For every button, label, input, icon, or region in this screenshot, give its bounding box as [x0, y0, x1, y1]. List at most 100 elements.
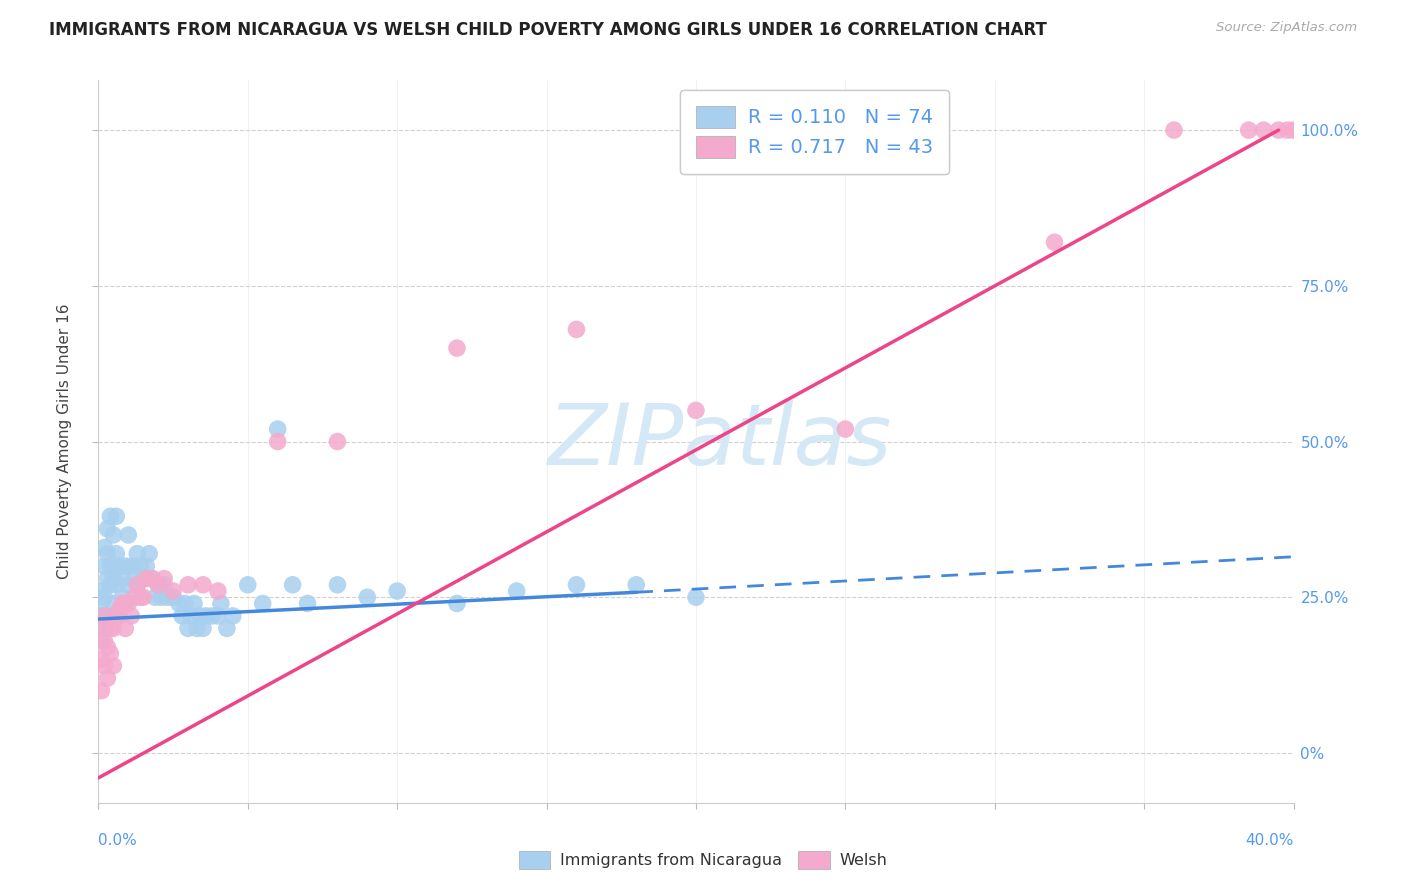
- Legend: R = 0.110   N = 74, R = 0.717   N = 43: R = 0.110 N = 74, R = 0.717 N = 43: [681, 90, 949, 174]
- Point: [1237, 123, 1260, 137]
- Point: [127, 578, 149, 592]
- Point: [114, 559, 136, 574]
- Text: Source: ZipAtlas.com: Source: ZipAtlas.com: [1216, 21, 1357, 35]
- Point: [103, 528, 125, 542]
- Point: [1163, 123, 1185, 137]
- Point: [177, 621, 200, 635]
- Point: [626, 578, 648, 592]
- Point: [209, 597, 232, 611]
- Point: [96, 640, 118, 654]
- Point: [93, 591, 115, 605]
- Point: [93, 658, 115, 673]
- Point: [174, 597, 197, 611]
- Point: [685, 591, 707, 605]
- Point: [148, 578, 170, 592]
- Point: [127, 578, 149, 592]
- Point: [108, 559, 131, 574]
- Point: [105, 509, 128, 524]
- Point: [114, 597, 136, 611]
- Point: [186, 621, 208, 635]
- Point: [120, 609, 142, 624]
- Point: [506, 584, 529, 599]
- Point: [108, 609, 131, 624]
- Point: [201, 609, 224, 624]
- Point: [162, 591, 184, 605]
- Point: [222, 609, 245, 624]
- Point: [98, 559, 122, 574]
- Point: [153, 578, 176, 592]
- Point: [236, 578, 259, 592]
- Point: [90, 609, 112, 624]
- Point: [207, 584, 229, 599]
- Point: [98, 646, 122, 660]
- Point: [195, 609, 218, 624]
- Point: [114, 621, 136, 635]
- Point: [132, 572, 155, 586]
- Point: [96, 522, 118, 536]
- Point: [105, 609, 128, 624]
- Point: [90, 584, 112, 599]
- Point: [96, 547, 118, 561]
- Point: [141, 572, 163, 586]
- Point: [98, 621, 122, 635]
- Text: ZIPatlas: ZIPatlas: [548, 400, 891, 483]
- Text: 40.0%: 40.0%: [1246, 833, 1294, 848]
- Point: [90, 621, 112, 635]
- Point: [150, 591, 173, 605]
- Point: [297, 597, 319, 611]
- Point: [108, 603, 131, 617]
- Point: [148, 578, 170, 592]
- Point: [93, 609, 115, 624]
- Point: [111, 572, 134, 586]
- Y-axis label: Child Poverty Among Girls Under 16: Child Poverty Among Girls Under 16: [58, 304, 72, 579]
- Text: IMMIGRANTS FROM NICARAGUA VS WELSH CHILD POVERTY AMONG GIRLS UNDER 16 CORRELATIO: IMMIGRANTS FROM NICARAGUA VS WELSH CHILD…: [49, 21, 1047, 39]
- Point: [1267, 123, 1289, 137]
- Point: [143, 591, 166, 605]
- Point: [103, 597, 125, 611]
- Point: [188, 609, 211, 624]
- Point: [183, 597, 205, 611]
- Point: [172, 609, 194, 624]
- Point: [105, 578, 128, 592]
- Point: [93, 609, 115, 624]
- Point: [98, 509, 122, 524]
- Point: [90, 652, 112, 666]
- Point: [135, 572, 157, 586]
- Point: [207, 609, 229, 624]
- Point: [129, 591, 152, 605]
- Point: [117, 578, 139, 592]
- Point: [90, 597, 112, 611]
- Point: [117, 528, 139, 542]
- Point: [132, 591, 155, 605]
- Point: [135, 559, 157, 574]
- Point: [565, 578, 588, 592]
- Point: [120, 559, 142, 574]
- Point: [111, 597, 134, 611]
- Point: [565, 322, 588, 336]
- Point: [93, 559, 115, 574]
- Point: [446, 597, 468, 611]
- Point: [1277, 123, 1299, 137]
- Point: [96, 572, 118, 586]
- Point: [385, 584, 409, 599]
- Point: [180, 609, 202, 624]
- Point: [90, 633, 112, 648]
- Point: [1043, 235, 1066, 250]
- Point: [1253, 123, 1275, 137]
- Point: [93, 541, 115, 555]
- Point: [215, 621, 238, 635]
- Point: [446, 341, 468, 355]
- Point: [124, 572, 146, 586]
- Point: [267, 434, 290, 449]
- Point: [191, 621, 214, 635]
- Point: [162, 584, 184, 599]
- Point: [103, 621, 125, 635]
- Point: [177, 578, 200, 592]
- Point: [129, 559, 152, 574]
- Point: [141, 572, 163, 586]
- Point: [111, 591, 134, 605]
- Point: [267, 422, 290, 436]
- Point: [117, 597, 139, 611]
- Point: [281, 578, 304, 592]
- Text: 0.0%: 0.0%: [98, 833, 138, 848]
